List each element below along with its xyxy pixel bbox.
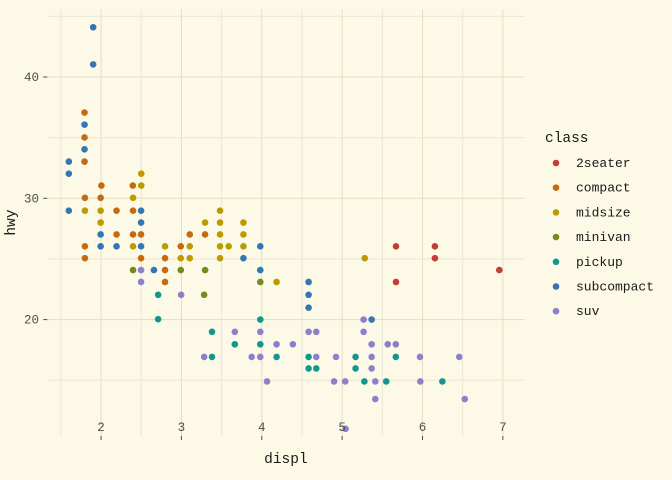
- svg-text:40: 40: [24, 71, 39, 85]
- svg-text:class: class: [545, 131, 589, 147]
- svg-text:suv: suv: [576, 304, 600, 319]
- svg-text:compact: compact: [576, 181, 631, 196]
- svg-text:hwy: hwy: [4, 209, 20, 235]
- svg-text:subcompact: subcompact: [576, 280, 654, 295]
- svg-text:pickup: pickup: [576, 255, 623, 270]
- svg-text:2seater: 2seater: [576, 156, 631, 171]
- svg-text:3: 3: [178, 421, 186, 435]
- svg-text:30: 30: [24, 192, 39, 206]
- svg-text:7: 7: [499, 421, 507, 435]
- svg-text:2: 2: [97, 421, 105, 435]
- svg-text:20: 20: [24, 314, 39, 328]
- svg-text:minivan: minivan: [576, 230, 631, 245]
- svg-text:6: 6: [419, 421, 427, 435]
- svg-text:displ: displ: [264, 452, 308, 468]
- svg-text:5: 5: [338, 421, 346, 435]
- svg-text:midsize: midsize: [576, 205, 631, 220]
- svg-text:4: 4: [258, 421, 266, 435]
